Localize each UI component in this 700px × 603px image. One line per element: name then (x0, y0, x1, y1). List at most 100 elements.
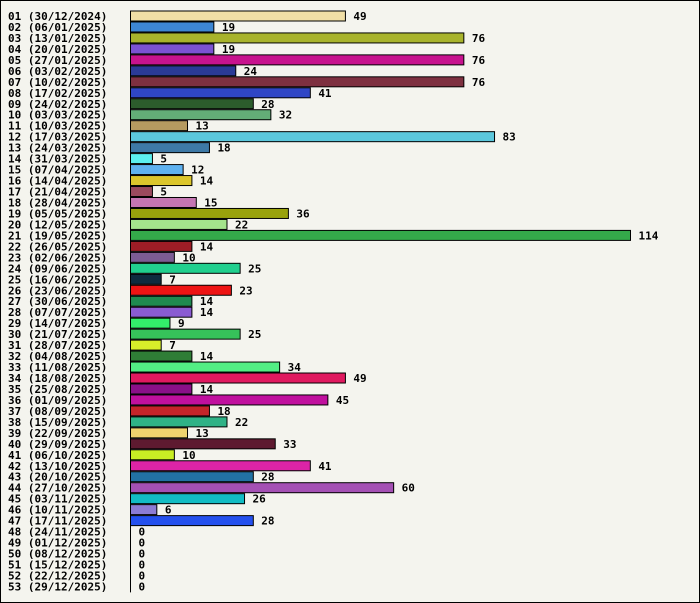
bar (130, 306, 193, 318)
category-label: 43 (20/10/2025) (8, 471, 107, 484)
category-label: 12 (17/03/2025) (8, 131, 107, 144)
category-label: 18 (28/04/2025) (8, 196, 107, 209)
value-label: 5 (160, 186, 167, 199)
category-label: 13 (24/03/2025) (8, 142, 107, 155)
category-label: 10 (03/03/2025) (8, 109, 107, 122)
category-label: 06 (03/02/2025) (8, 65, 107, 78)
bar (130, 32, 465, 44)
category-label: 26 (23/06/2025) (8, 284, 107, 297)
value-label: 0 (139, 569, 146, 582)
bar (130, 142, 210, 154)
category-label: 01 (30/12/2024) (8, 10, 107, 23)
value-label: 24 (244, 65, 258, 78)
category-label: 50 (08/12/2025) (8, 548, 107, 561)
value-label: 10 (182, 449, 195, 462)
category-label: 23 (02/06/2025) (8, 251, 107, 264)
bar (130, 175, 193, 187)
bar (130, 262, 241, 274)
value-label: 22 (235, 218, 248, 231)
category-label: 44 (27/10/2025) (8, 482, 107, 495)
value-label: 34 (288, 361, 302, 374)
value-label: 33 (283, 438, 296, 451)
bar (130, 328, 241, 340)
bar (130, 273, 162, 285)
category-label: 03 (13/01/2025) (8, 32, 107, 45)
category-label: 34 (18/08/2025) (8, 372, 107, 385)
bar (130, 164, 184, 176)
bar (130, 460, 311, 472)
value-label: 28 (261, 98, 274, 111)
bar (130, 504, 158, 516)
category-label: 30 (21/07/2025) (8, 328, 107, 341)
value-label: 13 (196, 427, 209, 440)
bar (130, 339, 162, 351)
bar (130, 350, 193, 362)
bar (130, 449, 175, 461)
bar (130, 10, 346, 22)
value-label: 41 (318, 460, 332, 473)
category-label: 39 (22/09/2025) (8, 427, 107, 440)
value-label: 19 (222, 43, 235, 56)
value-label: 15 (204, 196, 217, 209)
category-label: 09 (24/02/2025) (8, 98, 107, 111)
value-label: 13 (196, 120, 209, 133)
category-label: 08 (17/02/2025) (8, 87, 107, 100)
bar (130, 240, 193, 252)
value-label: 12 (191, 164, 204, 177)
bar (130, 229, 631, 241)
value-label: 7 (169, 273, 176, 286)
value-label: 49 (353, 372, 366, 385)
bar (130, 383, 193, 395)
category-label: 40 (29/09/2025) (8, 438, 107, 451)
bar (130, 251, 175, 263)
bar (130, 120, 189, 132)
category-label: 48 (24/11/2025) (8, 526, 107, 539)
category-label: 45 (03/11/2025) (8, 493, 107, 506)
category-label: 33 (11/08/2025) (8, 361, 107, 374)
bar (130, 87, 311, 99)
bar (130, 405, 210, 417)
category-label: 27 (30/06/2025) (8, 295, 107, 308)
value-label: 14 (200, 306, 214, 319)
value-label: 76 (472, 76, 486, 89)
bar (130, 98, 254, 110)
category-label: 16 (14/04/2025) (8, 175, 107, 188)
bar (130, 207, 289, 219)
bar (130, 196, 197, 208)
category-label: 46 (10/11/2025) (8, 504, 107, 517)
bar (130, 482, 395, 494)
bar (130, 284, 232, 296)
value-label: 0 (139, 580, 146, 593)
category-label: 05 (27/01/2025) (8, 54, 107, 67)
value-label: 14 (200, 175, 214, 188)
value-label: 0 (139, 526, 146, 539)
value-label: 18 (217, 405, 230, 418)
category-label: 41 (06/10/2025) (8, 449, 107, 462)
bar (130, 218, 228, 230)
value-label: 36 (296, 207, 310, 220)
value-label: 6 (165, 504, 172, 517)
bar (130, 361, 281, 373)
bar (130, 153, 153, 165)
category-label: 38 (15/09/2025) (8, 416, 107, 429)
value-label: 25 (248, 262, 261, 275)
value-label: 14 (200, 240, 214, 253)
bar (130, 131, 496, 143)
bar (130, 438, 276, 450)
category-label: 19 (05/05/2025) (8, 207, 107, 220)
bar (130, 372, 346, 384)
value-label: 83 (503, 131, 516, 144)
value-label: 0 (139, 537, 146, 550)
bar (130, 416, 228, 428)
category-label: 28 (07/07/2025) (8, 306, 107, 319)
bar (130, 109, 272, 121)
bar (130, 295, 193, 307)
bar (130, 21, 215, 33)
category-label: 52 (22/12/2025) (8, 569, 107, 582)
value-label: 14 (200, 295, 214, 308)
bar (130, 471, 254, 483)
value-label: 22 (235, 416, 248, 429)
value-label: 0 (139, 548, 146, 561)
